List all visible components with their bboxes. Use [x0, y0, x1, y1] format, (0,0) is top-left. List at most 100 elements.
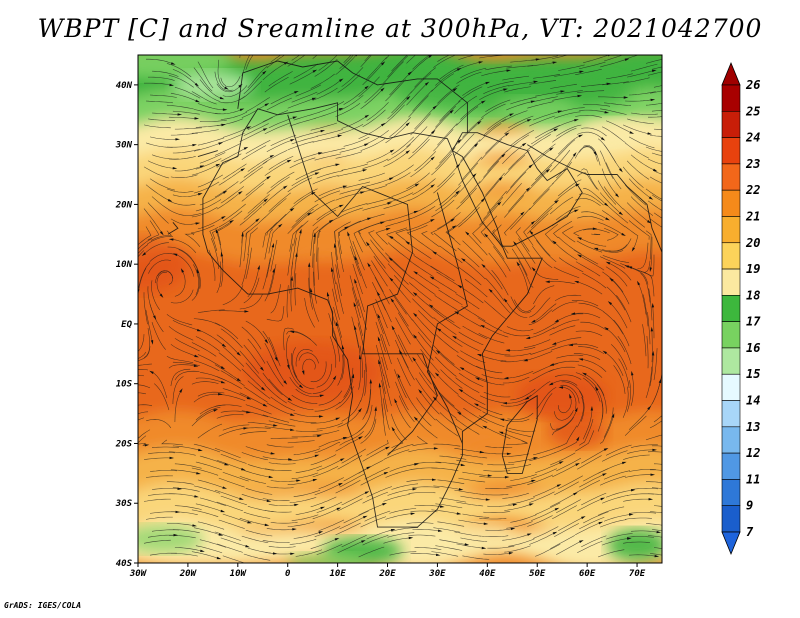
streamline [145, 310, 153, 342]
streamline [527, 474, 554, 485]
streamline [624, 184, 647, 206]
streamline-arrow [380, 221, 385, 225]
streamline [485, 528, 513, 531]
streamline [483, 265, 503, 290]
streamline-arrow [430, 156, 435, 161]
streamline-arrow [264, 103, 270, 107]
streamline-arrow [194, 117, 200, 120]
streamline [366, 382, 372, 414]
streamline [184, 233, 201, 247]
streamline [506, 521, 533, 529]
streamline [624, 415, 647, 436]
colorbar-segment [721, 505, 741, 533]
streamline-arrow [389, 177, 394, 181]
streamline-arrow [391, 325, 395, 330]
streamline-arrow [150, 340, 154, 345]
lon-tick-label: 50E [529, 569, 546, 579]
streamline [138, 392, 147, 395]
streamline [535, 502, 561, 515]
streamline [490, 290, 511, 314]
streamline [337, 540, 363, 554]
streamline-arrow [390, 528, 396, 532]
streamline [510, 514, 537, 523]
streamline-arrow [224, 462, 229, 466]
streamline-arrow [289, 330, 295, 334]
streamline-arrow [560, 90, 566, 93]
streamline [375, 344, 384, 376]
streamline [387, 443, 414, 454]
streamline [291, 394, 318, 404]
streamline [395, 339, 409, 369]
streamline-arrow [604, 110, 610, 114]
streamline [199, 79, 222, 99]
streamline [627, 118, 654, 124]
streamline-arrow [648, 497, 654, 501]
streamline-arrow [553, 128, 559, 132]
streamline [414, 547, 442, 550]
streamline [581, 83, 609, 87]
streamline [554, 294, 582, 302]
streamline-arrow [428, 55, 433, 58]
streamline [582, 272, 607, 289]
streamline [245, 320, 267, 342]
streamline-arrow [240, 168, 246, 172]
streamline [481, 452, 509, 455]
streamline-arrow [568, 343, 573, 347]
streamline-arrow [257, 264, 260, 270]
streamline-arrow [506, 69, 512, 72]
streamline [630, 373, 634, 406]
streamline [508, 346, 536, 351]
streamline-arrow [656, 530, 662, 534]
streamline [414, 198, 439, 214]
streamline-arrow [459, 367, 465, 371]
streamline-arrow [320, 129, 326, 133]
streamline [264, 198, 287, 218]
streamline-arrow [268, 475, 274, 479]
streamline [168, 326, 194, 341]
streamline [508, 457, 535, 463]
streamline [507, 412, 534, 420]
streamline-arrow [578, 358, 584, 361]
streamline [287, 98, 314, 109]
streamline [623, 541, 651, 544]
streamline-arrow [295, 252, 298, 257]
streamline-arrow [340, 458, 345, 462]
streamline [464, 278, 488, 298]
streamline [606, 73, 633, 80]
streamline-arrow [458, 488, 464, 491]
streamline-arrow [652, 168, 658, 172]
streamline [431, 153, 453, 176]
streamline [220, 76, 241, 88]
streamline [147, 236, 173, 245]
streamline-arrow [335, 163, 341, 167]
colorbar-label: 12 [746, 446, 760, 460]
streamline [167, 246, 193, 259]
streamline-arrow [366, 466, 372, 470]
streamline [558, 475, 583, 490]
streamline-arrow [180, 268, 185, 273]
streamline [191, 551, 219, 559]
lat-tick-label: 10S [116, 380, 133, 390]
streamline [604, 55, 624, 62]
streamline [341, 399, 362, 422]
streamline-arrow [299, 384, 304, 389]
streamline [413, 359, 432, 385]
streamline [222, 513, 249, 523]
streamline [214, 109, 242, 115]
streamline-arrow [579, 540, 584, 544]
streamline-arrow [215, 163, 221, 167]
streamline-arrow [432, 251, 437, 255]
lat-tick-label: 30S [115, 499, 133, 509]
streamline [549, 419, 572, 431]
streamline [535, 393, 553, 419]
streamline [216, 231, 224, 264]
streamline [597, 462, 624, 474]
streamline [531, 164, 553, 187]
streamline [295, 549, 323, 557]
streamline-arrow [407, 71, 412, 76]
streamline [550, 119, 576, 131]
streamline [245, 97, 271, 113]
lon-tick-label: 10W [230, 569, 248, 579]
streamline-arrow [317, 434, 322, 438]
streamline [479, 203, 500, 226]
